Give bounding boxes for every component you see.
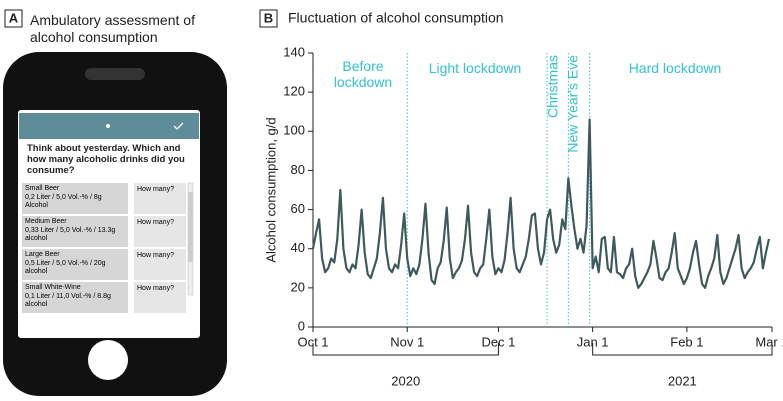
drink-name: Small White-Wine <box>25 284 81 291</box>
how-many-prompt: How many? <box>134 216 186 247</box>
y-tick-label: 120 <box>283 84 305 99</box>
y-axis-title: Alcohol consumption, g/d <box>263 117 278 262</box>
drink-cell: Medium Beer 0,33 Liter / 5,0 Vol.-% / 13.… <box>22 216 128 247</box>
phase-label: Hard lockdown <box>628 60 722 76</box>
y-tick-label: 80 <box>291 162 305 177</box>
chart: Alcohol consumption, g/d 0 20 40 60 80 100 120 1… <box>263 44 783 388</box>
phase-label: Before lockdown <box>333 58 393 90</box>
year-label: 2020 <box>391 373 420 388</box>
year-label: 2021 <box>668 373 697 388</box>
drink-name: Small Beer <box>25 185 60 192</box>
y-tick-label: 140 <box>283 44 305 59</box>
chart-title: Fluctuation of alcohol consumption <box>288 10 504 26</box>
how-many-prompt: How many? <box>134 183 186 214</box>
phone-speaker <box>85 68 145 80</box>
panel-label: B <box>264 10 273 25</box>
event-label: New Year's Eve <box>565 55 581 153</box>
x-tick-label: Dec 1 <box>481 334 515 349</box>
x-tick-label: Jan 1 <box>577 334 609 349</box>
y-tick-label: 40 <box>291 240 305 255</box>
drink-detail: 0,2 Liter / 5,0 Vol.-% / 8g Alcohol <box>25 193 102 210</box>
check-icon <box>173 122 184 130</box>
x-tick-label: Feb 1 <box>670 334 703 349</box>
drink-detail: 0,5 Liter / 5,0 Vol.-% / 20g alcohol <box>25 259 106 276</box>
drink-name: Medium Beer <box>25 218 67 225</box>
panel-label: A <box>9 10 19 25</box>
x-tick-label: Mar 1 <box>755 334 783 349</box>
year-bracket <box>592 343 773 356</box>
how-many-prompt: How many? <box>134 249 186 280</box>
y-tick-label: 100 <box>283 123 305 138</box>
drink-cell: Small White-Wine 0,1 Liter / 11,0 Vol.-% … <box>22 282 128 313</box>
drink-detail: 0,1 Liter / 11,0 Vol.-% / 8.8g alcohol <box>25 292 111 309</box>
x-tick-label: Oct 1 <box>297 334 328 349</box>
header-dot <box>106 124 110 128</box>
how-many-prompt: How many? <box>134 282 186 313</box>
panel-label-box <box>4 9 23 28</box>
drink-detail: 0,33 Liter / 5,0 Vol.-% / 13.3g alcohol <box>25 226 116 243</box>
drink-item: Small White-Wine 0,1 Liter / 11,0 Vol.-% … <box>22 282 186 313</box>
drink-item: Large Beer 0,5 Liter / 5,0 Vol.-% / 20g a… <box>22 249 186 280</box>
year-bracket <box>312 343 499 356</box>
phase-label: Light lockdown <box>428 60 522 76</box>
drink-cell: Small Beer 0,2 Liter / 5,0 Vol.-% / 8g Al… <box>22 183 128 214</box>
panel-title: Ambulatory assessment of alcohol consump… <box>30 12 195 45</box>
scroll-thumb <box>188 192 193 262</box>
question: Think about yesterday. Which and how man… <box>27 143 185 176</box>
drink-name: Large Beer <box>25 251 60 258</box>
panel-label-box <box>259 9 278 28</box>
event-label: Christmas <box>545 55 561 118</box>
home-button <box>88 340 128 380</box>
drink-cell: Large Beer 0,5 Liter / 5,0 Vol.-% / 20g a… <box>22 249 128 280</box>
y-tick-label: 60 <box>291 201 305 216</box>
drink-item: Medium Beer 0,33 Liter / 5,0 Vol.-% / 13.… <box>22 216 186 247</box>
drink-item: Small Beer 0,2 Liter / 5,0 Vol.-% / 8g Al… <box>22 183 186 214</box>
y-tick-label: 0 <box>298 318 305 333</box>
x-tick-label: Nov 1 <box>390 334 424 349</box>
data-line <box>311 118 771 289</box>
y-tick-label: 20 <box>291 279 305 294</box>
